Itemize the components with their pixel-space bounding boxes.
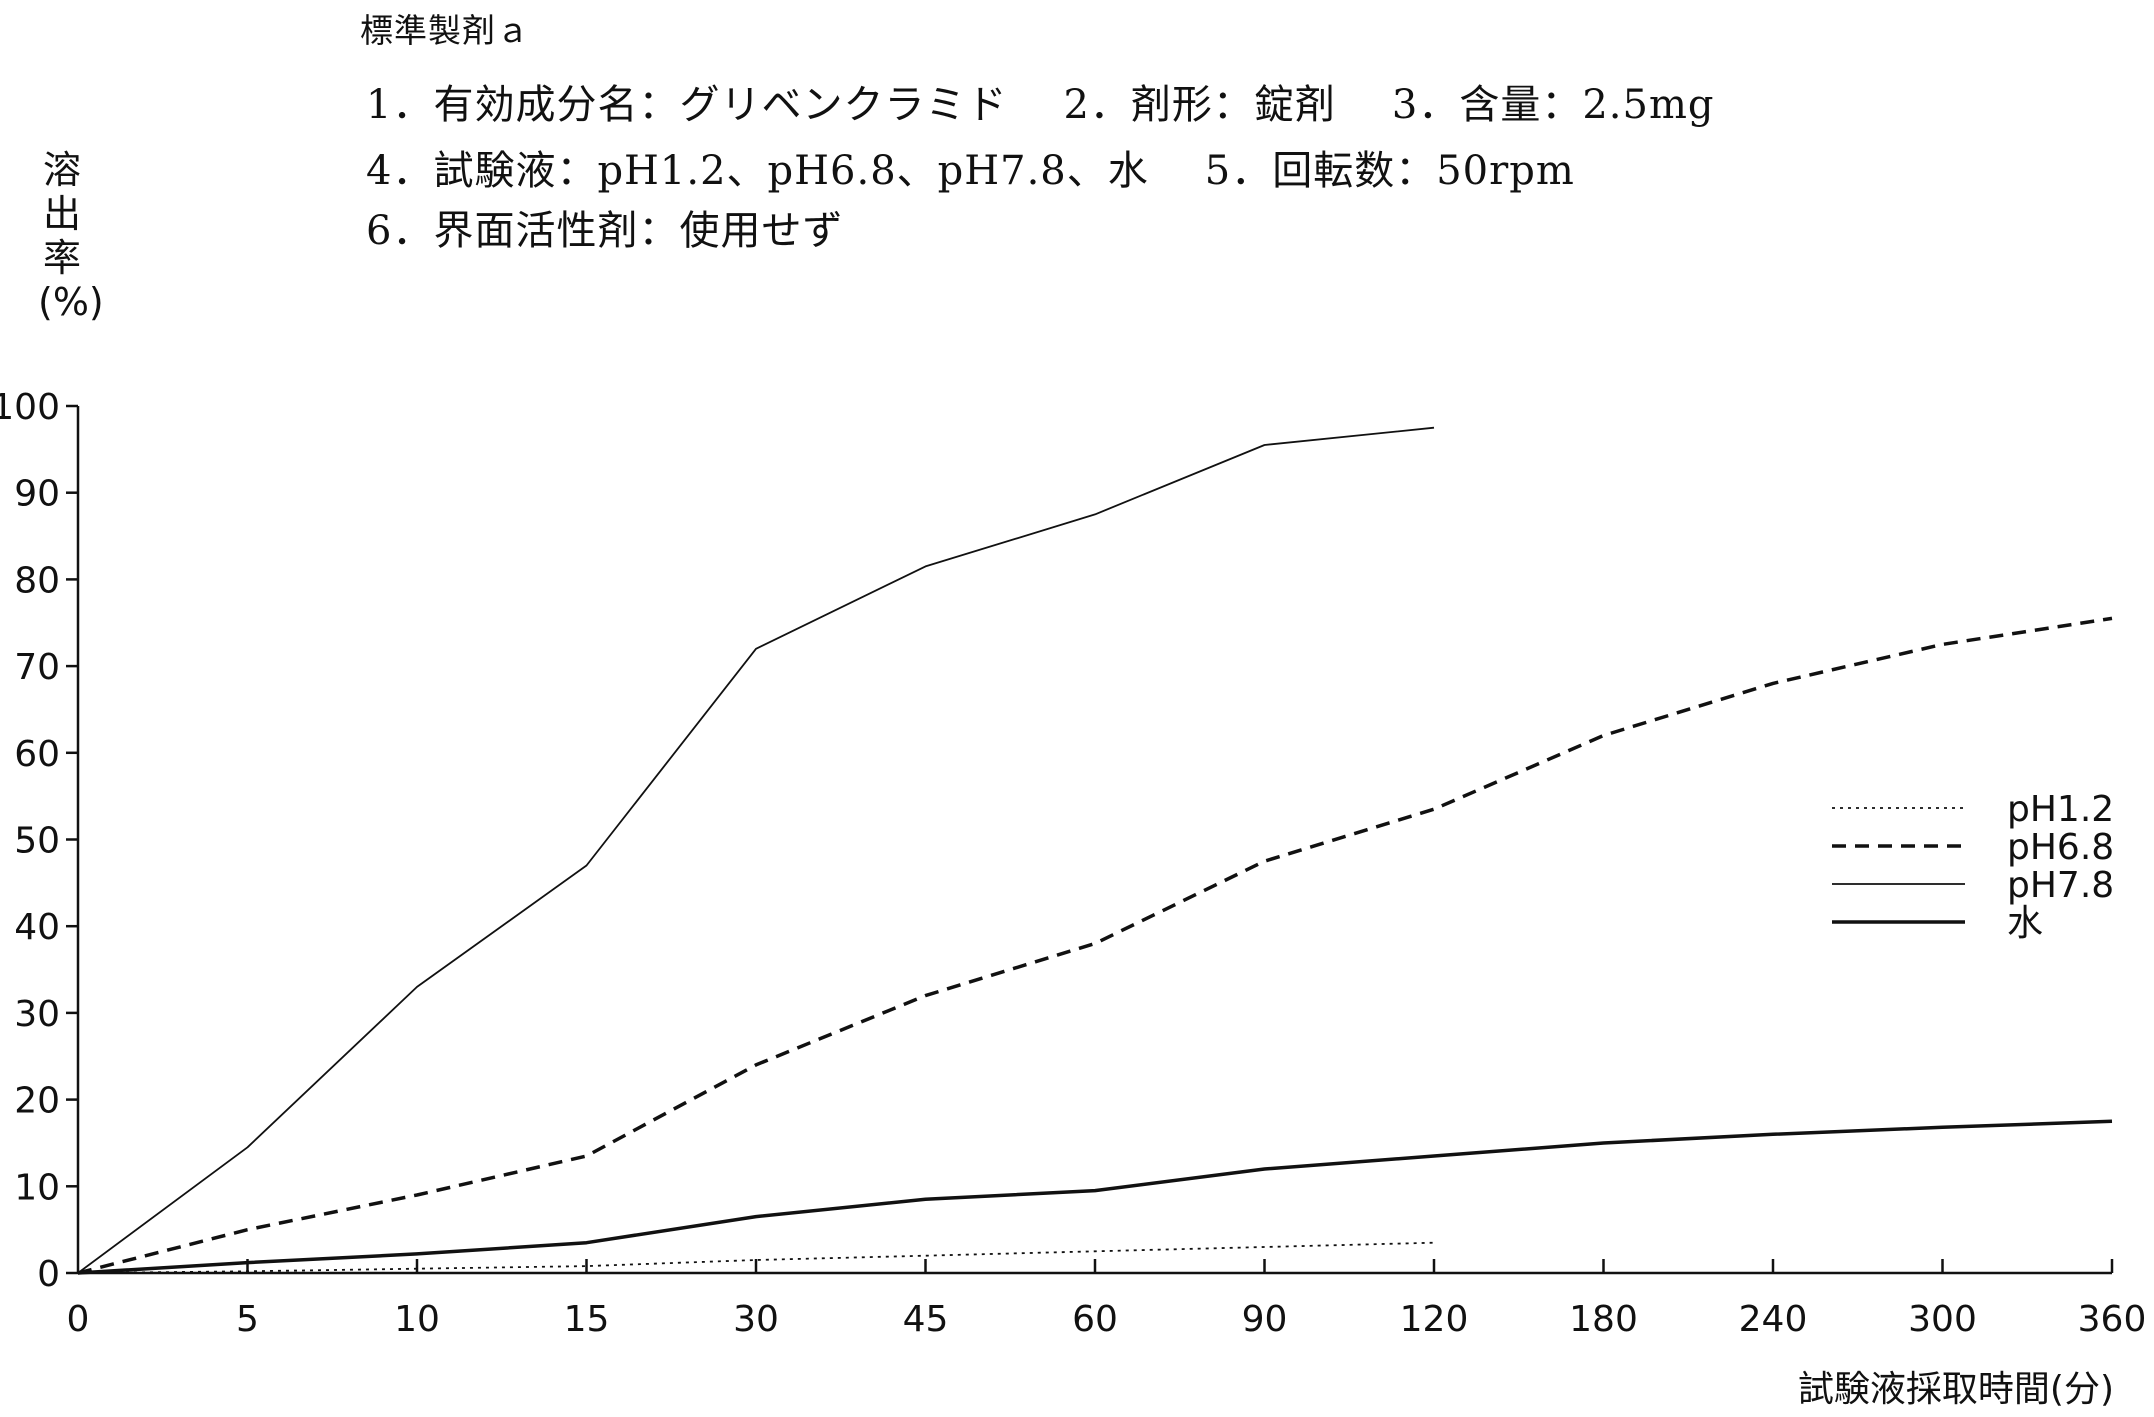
chart-axes: 0 10 20 30 40 50 60 70 80 90 100 0 5 10 15 30 45 60 90 120 1… [0, 387, 2146, 1340]
x-tick-label: 180 [1569, 1299, 1638, 1340]
y-tick-label: 100 [0, 387, 60, 428]
condition-dosage-form: 2．剤形：錠剤 [1063, 82, 1336, 128]
legend-label-pH1.2: pH1.2 [2007, 789, 2114, 830]
x-tick-label: 60 [1072, 1299, 1118, 1340]
x-tick-label: 0 [67, 1299, 90, 1340]
series-line-pH1.2 [77, 1241, 1435, 1274]
y-tick-label: 90 [14, 474, 60, 515]
condition-ingredient: 1．有効成分名：グリベンクラミド [366, 82, 1008, 128]
y-tick-label: 70 [14, 647, 60, 688]
test-condition-line-2: 4．試験液：pH1.2、pH6.8、pH7.8、水 5．回転数：50rpm [366, 138, 1575, 196]
x-tick-label: 300 [1908, 1299, 1977, 1340]
x-tick-label: 360 [2078, 1299, 2147, 1340]
y-tick-label: 0 [37, 1254, 60, 1295]
series-line-pH6.8 [77, 616, 2113, 1275]
x-axis-label: 試験液採取時間(分) [1797, 1369, 2114, 1410]
condition-rotation: 5．回転数：50rpm [1204, 148, 1575, 194]
legend-label-pH7.8: pH7.8 [2007, 865, 2114, 906]
series-line-pH7.8 [77, 426, 1435, 1274]
y-tick-label: 20 [14, 1081, 60, 1122]
x-tick-label: 240 [1739, 1299, 1808, 1340]
x-tick-label: 90 [1242, 1299, 1288, 1340]
condition-content: 3．含量：2.5mg [1391, 82, 1715, 128]
y-tick-label: 60 [14, 734, 60, 775]
legend-label-pH6.8: pH6.8 [2007, 827, 2114, 868]
x-tick-label: 10 [394, 1299, 440, 1340]
test-condition-line-1: 1．有効成分名：グリベンクラミド 2．剤形：錠剤 3．含量：2.5mg [366, 72, 1715, 130]
legend-label-水: 水 [2007, 903, 2043, 944]
x-tick-label: 30 [733, 1299, 779, 1340]
x-tick-label: 120 [1400, 1299, 1469, 1340]
x-tick-label: 45 [903, 1299, 949, 1340]
y-tick-label: 10 [14, 1167, 60, 1208]
x-tick-label: 15 [564, 1299, 610, 1340]
test-condition-line-3: 6．界面活性剤：使用せず [366, 198, 843, 256]
condition-surfactant: 6．界面活性剤：使用せず [366, 208, 844, 254]
series-line-水 [77, 1119, 2113, 1275]
y-tick-label: 50 [14, 821, 60, 862]
chart-series-lines [77, 426, 2113, 1275]
y-tick-label: 30 [14, 994, 60, 1035]
y-tick-label: 80 [14, 560, 60, 601]
condition-test-solution: 4．試験液：pH1.2、pH6.8、pH7.8、水 [366, 148, 1149, 194]
x-tick-label: 5 [236, 1299, 259, 1340]
formulation-title: 標準製剤ａ [360, 11, 530, 50]
y-tick-label: 40 [14, 907, 60, 948]
